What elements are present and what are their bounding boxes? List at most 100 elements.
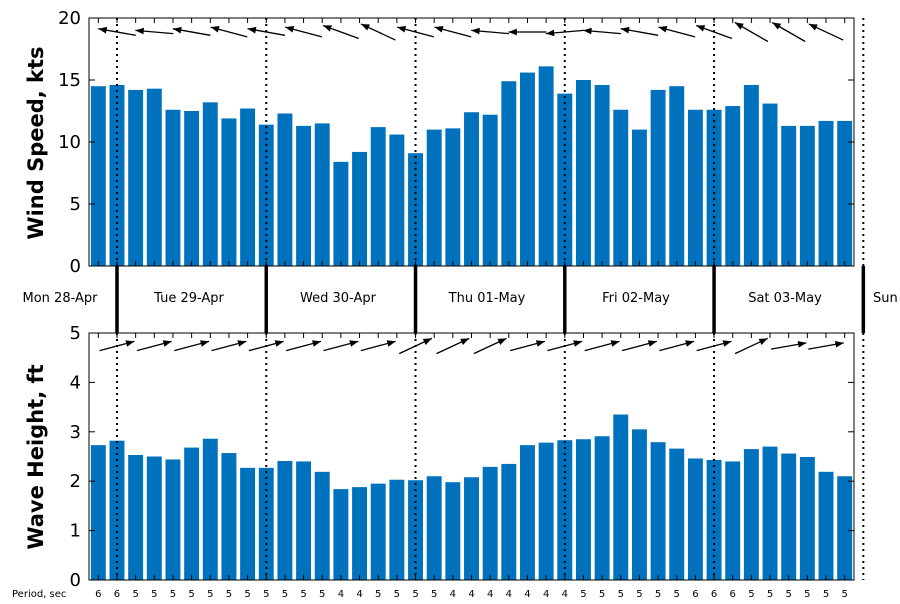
day-label-fri: Fri 02-May [602, 291, 670, 306]
period-value: 5 [170, 589, 176, 600]
wave-bar [650, 442, 666, 580]
wind-direction-arrowhead [323, 25, 333, 32]
wave-direction-arrowhead [610, 340, 620, 347]
wave-bar [613, 414, 629, 580]
period-value: 5 [319, 589, 325, 600]
wind-bar [258, 124, 274, 266]
period-value: 5 [151, 589, 157, 600]
wave-direction-arrowhead [797, 341, 807, 348]
wave-direction-arrowhead [312, 340, 321, 347]
direction-arrows-layer [98, 21, 844, 355]
period-value: 5 [188, 589, 194, 600]
wave-ytick-label: 5 [70, 323, 81, 344]
wave-bar [296, 461, 312, 580]
period-value: 5 [132, 589, 138, 600]
period-value: 5 [263, 589, 269, 600]
wind-direction-arrowhead [98, 26, 108, 34]
wave-direction-arrowhead [200, 340, 210, 347]
wind-bar [277, 113, 293, 266]
wave-bar [594, 436, 610, 580]
wave-bar [725, 461, 741, 580]
wave-ytick-label: 1 [70, 521, 81, 542]
wave-y-axis-label: Wave Height, ft [24, 364, 48, 549]
wave-bar [837, 476, 853, 580]
wind-y-axis-label: Wind Speed, kts [24, 46, 48, 239]
wave-bar [202, 438, 218, 580]
wave-bar [146, 456, 162, 580]
wind-bar [146, 88, 162, 267]
wind-direction-arrowhead [696, 25, 706, 32]
wind-bar [669, 86, 685, 266]
wind-bar [389, 134, 405, 266]
wave-bar [314, 471, 330, 580]
period-value: 5 [804, 589, 810, 600]
wave-bar [352, 487, 368, 580]
wave-direction-arrowhead [497, 338, 507, 345]
wave-bar [165, 459, 181, 580]
wave-bar [743, 449, 759, 580]
wave-bar [538, 442, 554, 580]
wind-direction-arrowhead [620, 26, 630, 34]
period-value: 4 [506, 589, 512, 600]
wind-ytick-label: 10 [58, 132, 81, 153]
wave-bar [240, 467, 256, 580]
wind-bar [333, 161, 349, 266]
wind-bar [538, 66, 554, 266]
wave-bar [445, 482, 461, 580]
period-value: 5 [823, 589, 829, 600]
wind-direction-arrowhead [734, 22, 744, 30]
wind-bar [221, 118, 237, 266]
wind-bar [631, 129, 647, 266]
wind-direction-arrowhead [247, 26, 257, 34]
bars-layer [90, 66, 853, 580]
wave-direction-arrowhead [722, 340, 732, 347]
wave-direction-arrowhead [162, 340, 172, 347]
wave-bar [90, 445, 106, 580]
period-value: 4 [468, 589, 474, 600]
wind-direction-arrowhead [772, 22, 782, 30]
wind-direction-arrowhead [471, 27, 480, 35]
wave-bar [781, 453, 797, 580]
period-axis-label: Period, sec [12, 589, 66, 600]
wave-direction-arrowhead [535, 340, 545, 347]
wind-bar [725, 106, 741, 266]
day-label-sat: Sat 03-May [748, 291, 822, 306]
day-label-thu: Thu 01-May [448, 291, 526, 306]
period-value: 5 [767, 589, 773, 600]
wind-bar [799, 125, 815, 266]
wind-bar [408, 153, 423, 266]
wind-direction-arrowhead [397, 26, 407, 33]
wave-bar [370, 483, 386, 580]
wind-ytick-label: 15 [58, 70, 81, 91]
period-value: 5 [375, 589, 381, 600]
wave-bar [799, 456, 815, 580]
wind-bar [482, 114, 498, 266]
wave-direction-arrowhead [349, 340, 359, 347]
wave-bar [818, 471, 834, 580]
wind-direction-arrowhead [360, 23, 370, 31]
wind-direction-arrowhead [135, 27, 144, 35]
wave-direction-arrowhead [237, 340, 247, 347]
day-label-tue: Tue 29-Apr [153, 291, 224, 306]
period-value: 4 [356, 589, 362, 600]
wind-bar [818, 120, 834, 266]
wave-ytick-label: 0 [70, 570, 81, 591]
period-value: 5 [655, 589, 661, 600]
wave-bar [631, 429, 647, 580]
period-value: 5 [244, 589, 250, 600]
wind-bar [426, 129, 442, 266]
wind-direction-arrowhead [808, 23, 818, 31]
period-value: 5 [226, 589, 232, 600]
wave-ytick-label: 3 [70, 422, 81, 443]
wave-ytick-label: 4 [70, 372, 81, 393]
wave-direction-arrowhead [460, 338, 470, 345]
wind-direction-arrowhead [583, 27, 592, 35]
period-value: 6 [692, 589, 698, 600]
wind-bar [445, 128, 461, 266]
period-value: 5 [786, 589, 792, 600]
period-value: 6 [95, 589, 101, 600]
wave-bar [762, 446, 778, 580]
period-value: 5 [412, 589, 418, 600]
period-value: 6 [711, 589, 717, 600]
wind-bar [296, 125, 312, 266]
